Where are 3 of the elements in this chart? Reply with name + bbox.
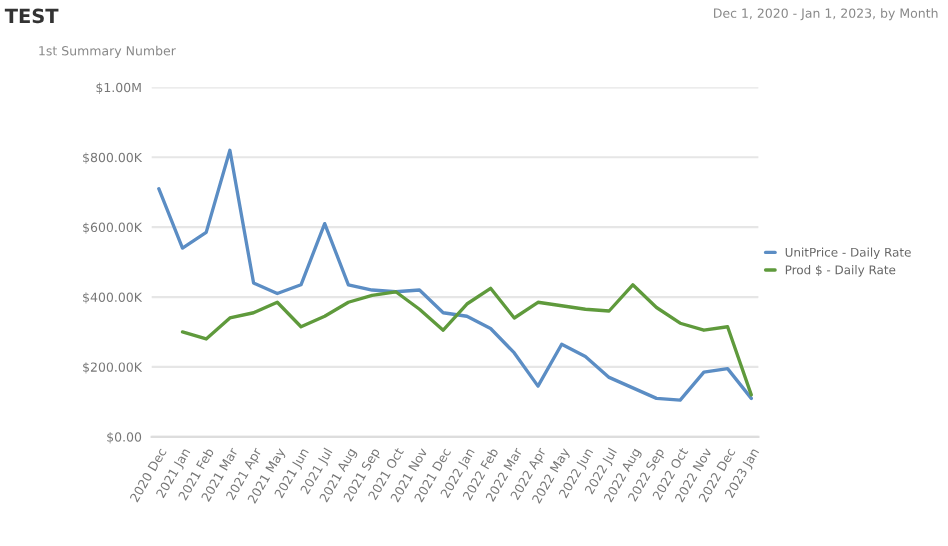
chart-title: TEST (4, 8, 59, 24)
line-series (157, 148, 753, 402)
line-series (180, 283, 753, 397)
